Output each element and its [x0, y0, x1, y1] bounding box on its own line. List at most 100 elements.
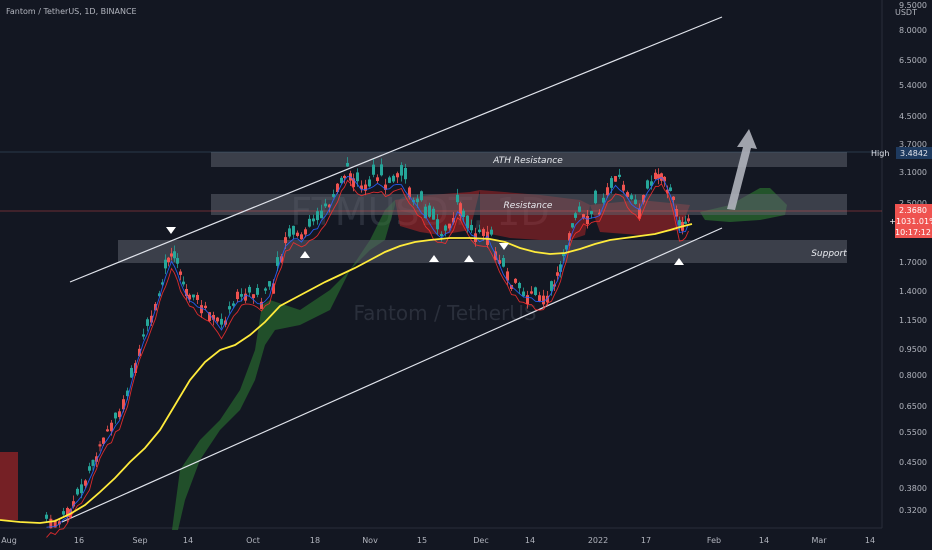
candle-body: [456, 194, 459, 203]
candle-body: [538, 295, 541, 301]
candle-body: [586, 215, 589, 225]
resistance-zone[interactable]: [211, 194, 847, 215]
candle-body: [478, 229, 481, 233]
candle-body: [49, 518, 53, 529]
candle-body: [368, 179, 371, 187]
time-tick-label: 2022: [588, 536, 608, 545]
marker-up-nov2: [464, 255, 474, 262]
marker-down-dec: [499, 243, 509, 250]
price-tick-label: 3.7000: [899, 140, 927, 149]
price-axis-currency: USDT: [895, 8, 917, 17]
candle-body: [565, 245, 568, 250]
candle-body: [408, 187, 411, 198]
candle-body: [420, 191, 423, 201]
candle-body: [173, 251, 176, 259]
candle-body: [392, 175, 395, 182]
marker-up-jan: [674, 258, 684, 265]
price-tick-label: 0.5500: [899, 428, 927, 437]
candle-body: [602, 197, 605, 203]
candle-body: [530, 291, 533, 294]
candle-body: [236, 291, 239, 300]
support-zone[interactable]: [118, 240, 847, 263]
candle-body: [356, 172, 359, 182]
candle-body: [514, 278, 517, 283]
channel-upper-line[interactable]: [69, 16, 723, 283]
candle-body: [158, 293, 161, 297]
candle-body: [646, 180, 649, 189]
candle-body: [106, 429, 109, 432]
candle-body: [244, 293, 247, 301]
last-price-change: +1031.01%: [889, 217, 932, 226]
candle-body: [669, 187, 672, 191]
time-axis[interactable]: Aug 16 Sep 14 Oct 18 Nov 15 Dec 14 2022 17 Feb 14 Mar 1…: [1, 536, 875, 545]
candle-body: [110, 422, 113, 432]
candle-body: [684, 221, 687, 224]
candle-body: [482, 229, 485, 236]
candle-body: [498, 260, 501, 264]
candle-body: [167, 257, 170, 263]
candle-body: [288, 228, 291, 237]
price-tick-label: 1.7000: [899, 258, 927, 267]
candle-body: [84, 480, 87, 486]
candle-body: [154, 303, 157, 311]
candle-body: [343, 175, 346, 178]
time-tick-label: 14: [525, 536, 535, 545]
candle-body: [462, 210, 465, 217]
candle-body: [208, 312, 211, 321]
candle-body: [459, 203, 462, 217]
candle-body: [666, 189, 669, 194]
forecast-arrow[interactable]: [727, 129, 757, 210]
candle-body: [466, 215, 469, 229]
candle-body: [582, 214, 585, 219]
high-badge: [896, 147, 932, 159]
candle-body: [626, 192, 629, 197]
time-tick-label: Mar: [811, 536, 827, 545]
candle-body: [568, 233, 571, 241]
candle-body: [559, 264, 562, 272]
candle-body: [618, 174, 621, 178]
candle-body: [142, 334, 145, 337]
candle-body: [204, 305, 207, 309]
candle-body: [102, 437, 105, 444]
candle-body: [642, 195, 645, 203]
time-tick-label: 15: [417, 536, 427, 545]
price-tick-label: 5.4000: [899, 81, 927, 90]
candle-body: [72, 501, 75, 507]
candle-body: [534, 287, 537, 295]
candle-body: [372, 164, 375, 175]
candle-body: [276, 257, 279, 266]
candle-body: [260, 301, 263, 309]
candle-body: [428, 205, 431, 217]
candle-body: [182, 281, 185, 285]
candle-body: [556, 272, 559, 276]
candle-body: [436, 219, 439, 230]
candle-body: [650, 181, 653, 186]
price-axis[interactable]: 9.5000 8.0000 6.5000 5.4000 4.5000 3.7000 3.10…: [899, 1, 927, 515]
candle-body: [522, 291, 525, 297]
candle-body: [240, 294, 243, 297]
symbol-header: Fantom / TetherUS, 1D, BINANCE: [6, 7, 137, 16]
candle-body: [340, 177, 343, 184]
time-tick-label: 14: [865, 536, 875, 545]
candle-body: [122, 399, 125, 410]
candles: [45, 157, 690, 529]
candle-body: [452, 217, 455, 223]
candle-body: [432, 208, 435, 220]
marker-up-oct: [300, 251, 310, 258]
candle-body: [130, 367, 133, 378]
marker-up-nov: [429, 255, 439, 262]
time-tick-label: Dec: [473, 536, 488, 545]
time-tick-label: Oct: [246, 536, 260, 545]
last-price-value: 2.3680: [899, 206, 927, 215]
ath-resistance-label: ATH Resistance: [492, 156, 563, 166]
candle-body: [126, 390, 129, 397]
candle-body: [268, 281, 271, 287]
ath-resistance-zone[interactable]: [211, 152, 847, 167]
support-label: Support: [811, 249, 847, 259]
candle-body: [630, 195, 633, 200]
channel-lower-line[interactable]: [61, 227, 723, 523]
candle-body: [220, 318, 223, 325]
price-tick-label: 0.4500: [899, 458, 927, 467]
